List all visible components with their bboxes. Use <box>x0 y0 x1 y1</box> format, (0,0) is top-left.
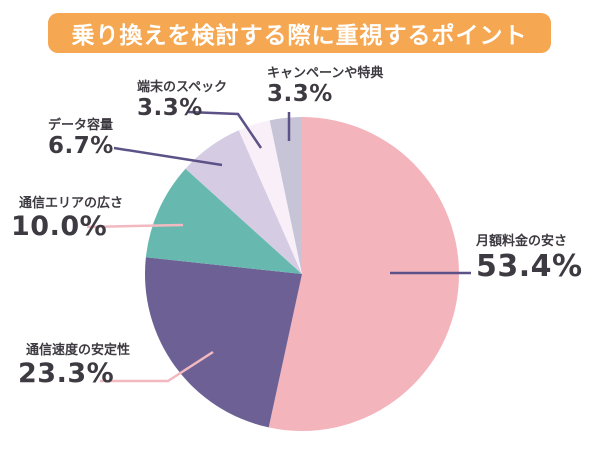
leader-line-speed <box>100 350 214 383</box>
pie-slice-0 <box>268 117 460 431</box>
slice-percent: 23.3% <box>18 358 115 389</box>
leader-lines <box>86 110 471 383</box>
callout-data-capacity: データ容量 6.7% <box>48 117 114 159</box>
slice-label-text: データ容量 <box>48 118 114 133</box>
slice-percent: 10.0% <box>11 211 108 242</box>
pie-slice-4 <box>238 120 302 274</box>
slice-label-text: 通信エリアの広さ <box>19 196 124 211</box>
slice-percent: 6.7% <box>48 133 114 159</box>
slice-percent: 3.3% <box>267 81 333 107</box>
leader-line-data-capacity <box>113 146 223 167</box>
slice-label-text: 通信速度の安定性 <box>26 343 131 358</box>
chart-title-banner: 乗り換えを検討する際に重視するポイント <box>48 13 551 53</box>
slice-label-text: キャンペーンや特典 <box>267 66 384 81</box>
slice-label-text: 端末のスペック <box>137 80 228 95</box>
pie-slice-2 <box>145 168 302 274</box>
callout-campaign: キャンペーンや特典 3.3% <box>267 65 383 107</box>
callout-device-spec: 端末のスペック 3.3% <box>137 79 227 121</box>
leader-line-coverage <box>86 223 184 229</box>
callout-coverage: 通信エリアの広さ 10.0% <box>11 195 123 241</box>
leader-line-device-spec <box>187 110 263 149</box>
pie-slice-3 <box>185 130 302 274</box>
slice-label-text: 月額料金の安さ <box>476 234 568 249</box>
callout-speed: 通信速度の安定性 23.3% <box>18 342 130 388</box>
pie-slice-5 <box>269 117 302 274</box>
slice-percent: 3.3% <box>137 95 203 121</box>
slice-percent: 53.4% <box>476 249 583 284</box>
chart-title: 乗り換えを検討する際に重視するポイント <box>71 23 528 49</box>
pie-slice-1 <box>144 257 302 428</box>
callout-monthly-fee: 月額料金の安さ 53.4% <box>476 233 583 283</box>
pie-slices <box>144 117 460 431</box>
